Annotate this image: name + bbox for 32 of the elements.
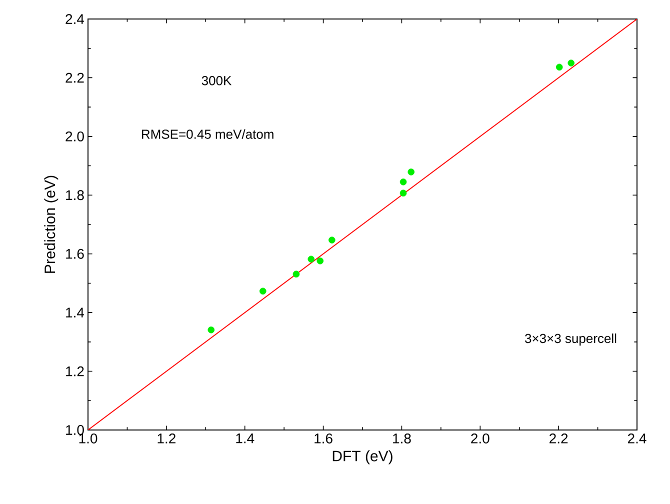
x-tick-label: 2.0: [471, 434, 490, 444]
annotation: RMSE=0.45 meV/atom: [142, 129, 274, 139]
y-tick-label: 1.6: [66, 248, 84, 259]
point: [408, 168, 415, 176]
point: [259, 288, 266, 295]
point: [328, 236, 336, 244]
y-tick-label: 2.4: [66, 14, 84, 24]
point: [400, 178, 407, 186]
point: [556, 64, 563, 71]
x-tick-label: 1.0: [79, 434, 98, 444]
point: [316, 258, 324, 264]
y-axis-title: Prediction (eV): [44, 176, 58, 273]
point: [568, 60, 575, 66]
y-tick-label: 1.2: [66, 366, 84, 376]
annotation: 3×3×3 supercell: [524, 334, 616, 346]
x-tick-label: 1.8: [393, 434, 411, 444]
x-tick-label: 1.2: [158, 434, 176, 444]
x-tick-label: 1.6: [314, 434, 332, 444]
x-tick-label: 2.2: [550, 434, 568, 444]
point: [292, 270, 300, 278]
x-axis-title: DFT (eV): [332, 450, 392, 464]
point: [308, 256, 315, 263]
x-tick-label: 2.4: [628, 434, 646, 444]
x-tick-label: 1.4: [236, 434, 254, 444]
y-tick-label: 1.4: [66, 308, 84, 318]
point: [208, 326, 215, 334]
y-tick-label: 1.8: [66, 190, 84, 200]
y-tick-label: 2.0: [66, 131, 84, 142]
point: [400, 190, 407, 196]
annotation: 300K: [202, 76, 232, 86]
y-tick-label: 1.0: [66, 425, 84, 435]
y-tick-label: 2.2: [66, 72, 84, 83]
